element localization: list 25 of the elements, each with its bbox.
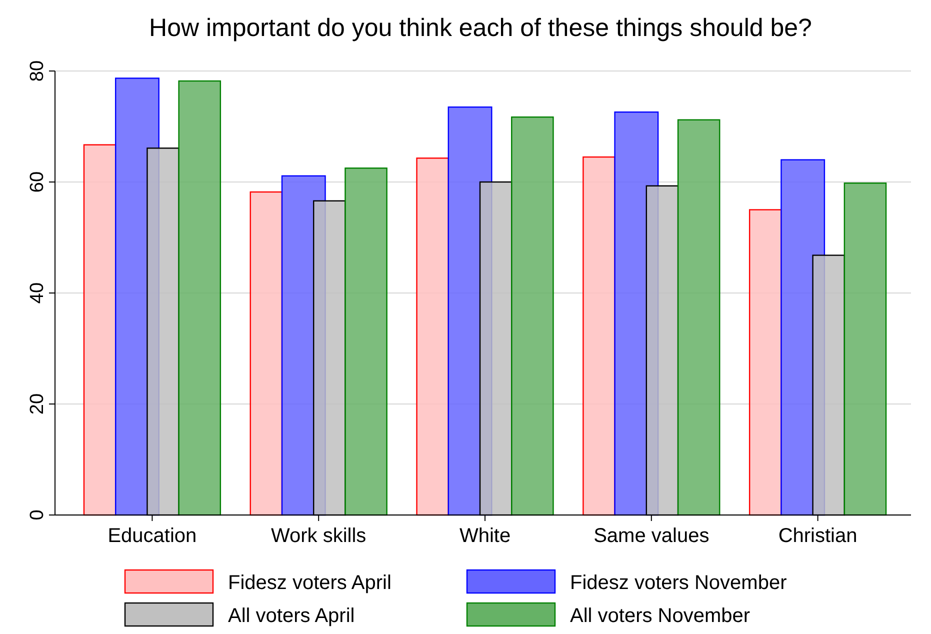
y-tick-label: 0 [27, 510, 48, 520]
bar [677, 119, 720, 516]
bar [844, 182, 887, 516]
bar [582, 156, 616, 516]
legend-label: Fidesz voters November [570, 572, 788, 594]
bar [416, 158, 449, 516]
y-tick-label: 80 [27, 60, 48, 82]
bar [511, 116, 554, 516]
x-tick-label: White [459, 525, 511, 547]
x-tick-label: Work skills [271, 525, 366, 547]
bar [748, 209, 782, 516]
chart-title: How important do you think each of these things should be? [149, 14, 812, 42]
bar [83, 144, 116, 516]
x-tick-label: Education [108, 525, 197, 547]
x-tick-label: Christian [778, 525, 858, 547]
bar [344, 168, 388, 516]
legend-label: All voters November [570, 605, 750, 627]
bar [178, 80, 222, 516]
y-tick-label: 60 [27, 171, 48, 193]
bar [250, 191, 283, 516]
legend-label: Fidesz voters April [228, 572, 392, 594]
y-tick-label: 20 [27, 393, 48, 415]
x-tick-label: Same values [594, 525, 710, 547]
legend-label: All voters April [228, 605, 355, 627]
y-tick-label: 40 [27, 282, 48, 304]
